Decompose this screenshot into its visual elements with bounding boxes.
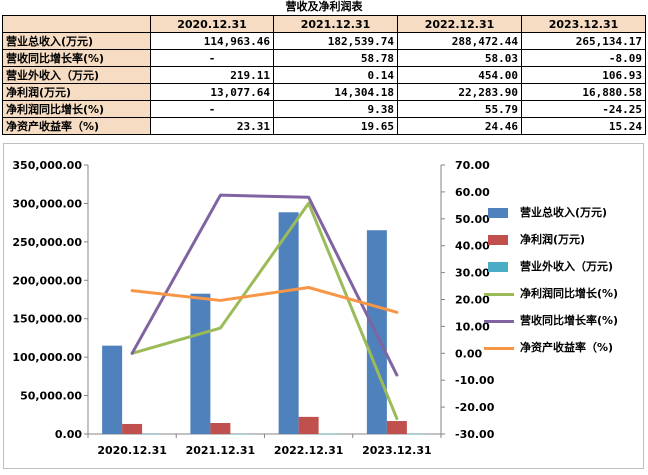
table-header-row: 2020.12.31 2021.12.31 2022.12.31 2023.12… — [2, 15, 646, 33]
left-axis-tick-label: 100,000.00 — [12, 351, 82, 364]
bar — [230, 433, 251, 435]
bar — [278, 212, 299, 434]
legend-label: 净资产收益率（%) — [520, 341, 614, 354]
right-axis-tick-label: 0.00 — [455, 347, 482, 360]
table-row: 净利润(万元) 13,077.64 14,304.18 22,283.90 16… — [2, 83, 646, 101]
legend-label: 净利润(万元) — [520, 233, 586, 246]
legend-label: 营业总收入(万元) — [520, 206, 608, 219]
table-column-header: 2021.12.31 — [273, 15, 398, 33]
row-label: 营收同比增长率(%) — [2, 49, 151, 67]
series-line — [130, 193, 399, 377]
row-label: 净利润(万元) — [2, 83, 151, 101]
bar — [210, 423, 231, 434]
table-column-header: 2023.12.31 — [521, 15, 646, 33]
bar — [142, 433, 163, 435]
bar — [298, 416, 319, 434]
left-axis-tick-label: 250,000.00 — [12, 236, 82, 249]
right-axis-tick-label: 40.00 — [455, 240, 490, 253]
bar — [102, 345, 123, 434]
right-axis-tick-label: 70.00 — [455, 159, 490, 172]
legend-swatch — [488, 262, 508, 272]
table-corner-cell — [2, 15, 151, 33]
x-axis-tick-label: 2022.12.31 — [274, 444, 344, 457]
table-cell: 454.00 — [397, 66, 522, 84]
legend-swatch — [488, 208, 508, 218]
right-axis-tick-label: -20.00 — [455, 401, 495, 414]
table-cell: 58.78 — [273, 49, 398, 67]
table-cell: 22,283.90 — [397, 83, 522, 101]
bar — [318, 433, 339, 435]
table-row: 营收同比增长率(%) - 58.78 58.03 -8.09 — [2, 49, 646, 67]
bar — [190, 293, 211, 434]
table-cell: 15.24 — [521, 117, 646, 135]
legend-line-key — [484, 320, 514, 323]
legend-line-key — [484, 293, 514, 296]
x-axis-tick-label: 2021.12.31 — [186, 444, 256, 457]
right-axis-tick-label: 20.00 — [455, 294, 490, 307]
right-axis-tick-label: -10.00 — [455, 374, 495, 387]
table-cell: 55.79 — [397, 100, 522, 118]
table-row: 净资产收益率（%) 23.31 19.65 24.46 15.24 — [2, 117, 646, 135]
left-axis-tick-label: 200,000.00 — [12, 274, 82, 287]
x-axis-tick-label: 2020.12.31 — [97, 444, 167, 457]
legend-label: 营业外收入（万元) — [520, 260, 614, 273]
table-row: 营业外收入（万元) 219.11 0.14 454.00 106.93 — [2, 66, 646, 84]
table-cell: 24.46 — [397, 117, 522, 135]
x-axis-tick-label: 2023.12.31 — [362, 444, 432, 457]
series-line — [130, 286, 399, 314]
row-label: 营业总收入(万元) — [2, 32, 151, 50]
legend-label: 营收同比增长率(%) — [520, 314, 619, 327]
right-axis-tick-label: 60.00 — [455, 186, 490, 199]
right-axis-tick-label: -30.00 — [455, 428, 495, 441]
legend-label: 净利润同比增长(%) — [520, 287, 619, 300]
left-axis-tick-label: 350,000.00 — [12, 159, 82, 172]
row-label: 净资产收益率（%) — [2, 117, 151, 135]
table-cell: 23.31 — [150, 117, 274, 135]
legend-swatch — [488, 235, 508, 245]
right-axis-tick-label: 10.00 — [455, 320, 490, 333]
left-axis-tick-label: 50,000.00 — [20, 390, 82, 403]
bar — [406, 433, 427, 435]
bar — [122, 423, 143, 434]
financial-table: 2020.12.31 2021.12.31 2022.12.31 2023.12… — [2, 15, 646, 135]
series-line — [130, 201, 399, 421]
left-axis-tick-label: 300,000.00 — [12, 197, 82, 210]
right-axis-tick-label: 50.00 — [455, 213, 490, 226]
left-axis-tick-label: 0.00 — [55, 428, 82, 441]
table-cell: -24.25 — [521, 100, 646, 118]
right-axis-tick-label: 30.00 — [455, 267, 490, 280]
table-title: 营收及净利润表 — [285, 0, 363, 13]
table-cell: 265,134.17 — [521, 32, 646, 50]
legend-line-key — [484, 347, 514, 350]
table-column-header: 2020.12.31 — [150, 15, 274, 33]
left-axis-tick-label: 150,000.00 — [12, 313, 82, 326]
table-cell: 182,539.74 — [273, 32, 398, 50]
bar — [386, 421, 407, 434]
table-cell: 19.65 — [273, 117, 398, 135]
